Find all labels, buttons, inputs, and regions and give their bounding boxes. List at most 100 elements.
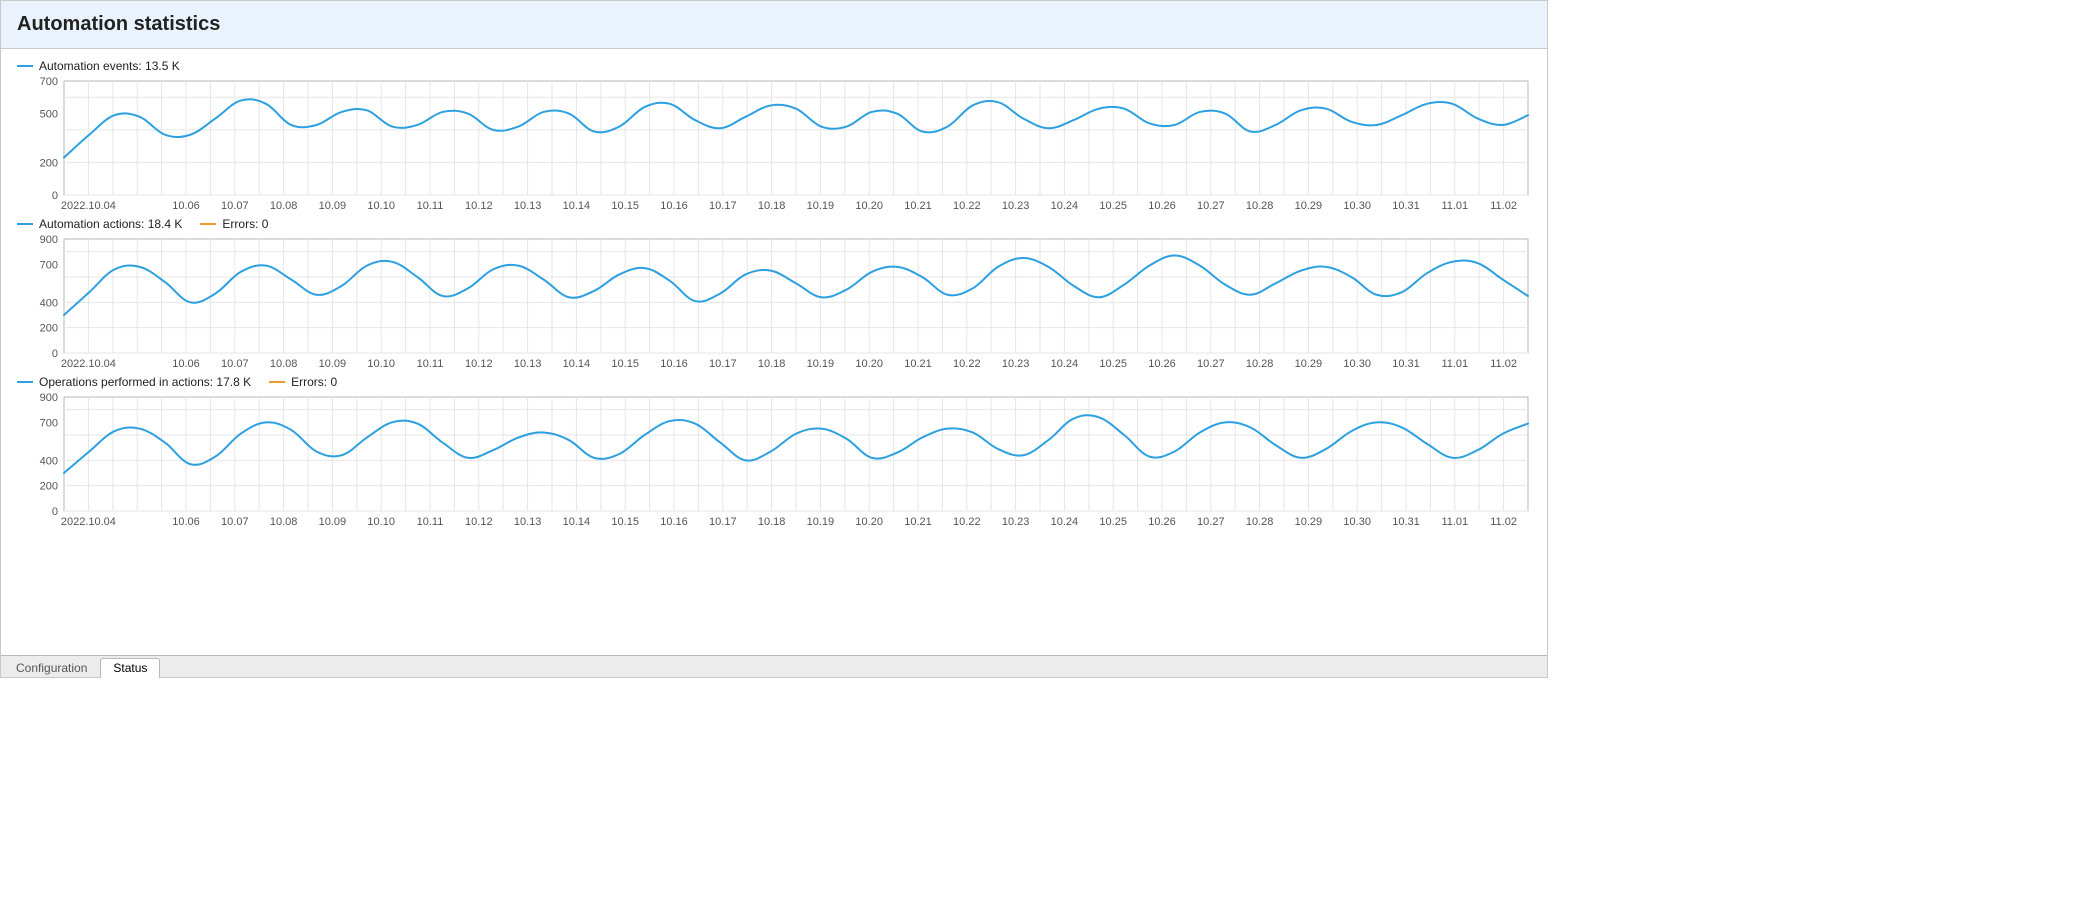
svg-text:10.31: 10.31	[1392, 358, 1420, 370]
svg-text:10.09: 10.09	[319, 200, 347, 212]
legend-label: Automation events: 13.5 K	[39, 59, 180, 73]
svg-text:10.24: 10.24	[1051, 358, 1079, 370]
svg-text:10.15: 10.15	[611, 516, 639, 528]
svg-text:10.17: 10.17	[709, 358, 737, 370]
svg-text:10.15: 10.15	[611, 358, 639, 370]
svg-text:700: 700	[40, 259, 58, 271]
svg-text:0: 0	[52, 190, 58, 202]
svg-text:11.01: 11.01	[1441, 358, 1468, 370]
svg-text:700: 700	[40, 417, 58, 429]
bottom-tab-bar: Configuration Status	[1, 655, 1547, 677]
svg-text:10.19: 10.19	[807, 200, 835, 212]
svg-text:10.10: 10.10	[367, 516, 395, 528]
svg-text:10.30: 10.30	[1343, 358, 1371, 370]
svg-text:10.26: 10.26	[1148, 358, 1176, 370]
svg-text:10.23: 10.23	[1002, 516, 1030, 528]
chart-actions-legend: Automation actions: 18.4 K Errors: 0	[17, 217, 1533, 231]
svg-text:10.17: 10.17	[709, 516, 737, 528]
legend-swatch-icon	[269, 381, 285, 383]
legend-swatch-icon	[17, 381, 33, 383]
legend-item[interactable]: Automation actions: 18.4 K	[17, 217, 182, 231]
page-header: Automation statistics	[1, 1, 1547, 49]
svg-text:11.02: 11.02	[1490, 200, 1517, 212]
svg-text:10.20: 10.20	[855, 358, 883, 370]
svg-text:10.23: 10.23	[1002, 358, 1030, 370]
svg-text:10.27: 10.27	[1197, 200, 1225, 212]
svg-text:2022.10.04: 2022.10.04	[61, 516, 116, 528]
chart-events-plot[interactable]: 02005007002022.10.0410.0610.0710.0810.09…	[15, 77, 1533, 213]
legend-label: Operations performed in actions: 17.8 K	[39, 375, 251, 389]
legend-swatch-icon	[17, 223, 33, 225]
svg-text:10.22: 10.22	[953, 358, 981, 370]
svg-text:10.10: 10.10	[367, 200, 395, 212]
svg-text:10.30: 10.30	[1343, 200, 1371, 212]
charts-container: Automation events: 13.5 K 02005007002022…	[1, 49, 1547, 655]
svg-text:10.27: 10.27	[1197, 358, 1225, 370]
legend-swatch-icon	[200, 223, 216, 225]
legend-label: Automation actions: 18.4 K	[39, 217, 182, 231]
svg-text:400: 400	[40, 297, 58, 309]
svg-text:10.19: 10.19	[807, 516, 835, 528]
tab-status[interactable]: Status	[100, 658, 160, 678]
svg-text:10.08: 10.08	[270, 358, 298, 370]
svg-text:10.08: 10.08	[270, 516, 298, 528]
svg-text:10.28: 10.28	[1246, 358, 1274, 370]
svg-text:11.01: 11.01	[1441, 200, 1468, 212]
svg-text:10.13: 10.13	[514, 358, 542, 370]
svg-text:10.07: 10.07	[221, 516, 249, 528]
legend-item[interactable]: Errors: 0	[200, 217, 268, 231]
svg-text:200: 200	[40, 323, 58, 335]
chart-operations-plot[interactable]: 02004007009002022.10.0410.0610.0710.0810…	[15, 393, 1533, 529]
svg-text:10.06: 10.06	[172, 516, 200, 528]
svg-text:10.13: 10.13	[514, 516, 542, 528]
svg-text:10.28: 10.28	[1246, 200, 1274, 212]
svg-text:200: 200	[40, 157, 58, 169]
svg-text:10.12: 10.12	[465, 200, 493, 212]
svg-text:10.24: 10.24	[1051, 200, 1079, 212]
page-title: Automation statistics	[17, 13, 1531, 36]
svg-text:10.22: 10.22	[953, 200, 981, 212]
svg-text:10.15: 10.15	[611, 200, 639, 212]
chart-events: Automation events: 13.5 K 02005007002022…	[15, 59, 1533, 213]
svg-text:10.30: 10.30	[1343, 516, 1371, 528]
svg-text:11.02: 11.02	[1490, 358, 1517, 370]
svg-text:10.29: 10.29	[1295, 516, 1323, 528]
chart-actions: Automation actions: 18.4 K Errors: 0 020…	[15, 217, 1533, 371]
legend-item[interactable]: Operations performed in actions: 17.8 K	[17, 375, 251, 389]
svg-text:400: 400	[40, 455, 58, 467]
svg-text:2022.10.04: 2022.10.04	[61, 200, 116, 212]
svg-text:10.21: 10.21	[904, 200, 932, 212]
svg-text:10.12: 10.12	[465, 358, 493, 370]
svg-text:10.29: 10.29	[1295, 200, 1323, 212]
svg-text:900: 900	[40, 235, 58, 246]
page-root: Automation statistics Automation events:…	[0, 0, 1548, 678]
chart-events-legend: Automation events: 13.5 K	[17, 59, 1533, 73]
legend-item[interactable]: Errors: 0	[269, 375, 337, 389]
svg-text:10.16: 10.16	[660, 358, 688, 370]
svg-text:10.28: 10.28	[1246, 516, 1274, 528]
svg-text:10.22: 10.22	[953, 516, 981, 528]
svg-text:10.17: 10.17	[709, 200, 737, 212]
legend-label: Errors: 0	[222, 217, 268, 231]
svg-text:10.23: 10.23	[1002, 200, 1030, 212]
svg-text:10.31: 10.31	[1392, 516, 1420, 528]
svg-text:10.20: 10.20	[855, 200, 883, 212]
svg-text:10.31: 10.31	[1392, 200, 1420, 212]
svg-text:10.07: 10.07	[221, 358, 249, 370]
svg-text:10.21: 10.21	[904, 358, 932, 370]
tab-configuration[interactable]: Configuration	[3, 658, 100, 678]
svg-text:10.11: 10.11	[417, 200, 444, 212]
svg-text:200: 200	[40, 481, 58, 493]
svg-text:10.06: 10.06	[172, 200, 200, 212]
svg-text:10.19: 10.19	[807, 358, 835, 370]
svg-text:10.14: 10.14	[563, 200, 591, 212]
svg-text:10.27: 10.27	[1197, 516, 1225, 528]
svg-text:10.16: 10.16	[660, 516, 688, 528]
svg-text:10.11: 10.11	[417, 358, 444, 370]
chart-actions-plot[interactable]: 02004007009002022.10.0410.0610.0710.0810…	[15, 235, 1533, 371]
legend-item[interactable]: Automation events: 13.5 K	[17, 59, 180, 73]
svg-text:10.20: 10.20	[855, 516, 883, 528]
legend-swatch-icon	[17, 65, 33, 67]
svg-text:10.25: 10.25	[1099, 516, 1127, 528]
legend-label: Errors: 0	[291, 375, 337, 389]
